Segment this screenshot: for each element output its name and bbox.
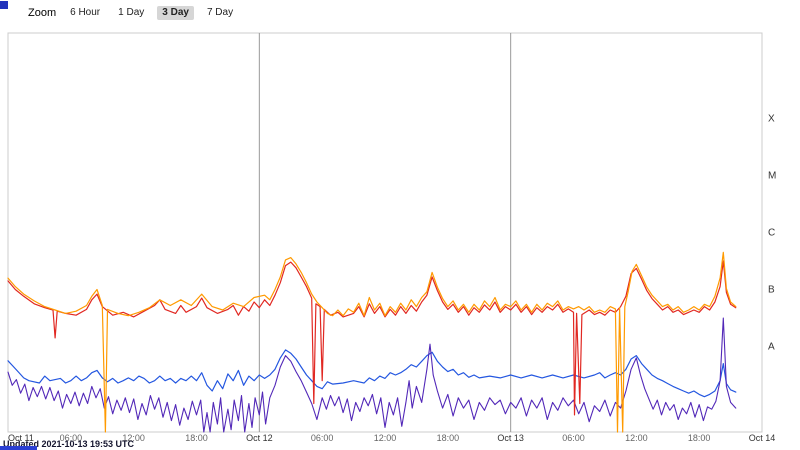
- y-axis-label-a: A: [768, 341, 775, 352]
- zoom-label: Zoom: [28, 7, 57, 19]
- series-line-orange: [7, 251, 737, 433]
- zoom-button-7-day[interactable]: 7 Day: [206, 7, 234, 18]
- x-tick-label: 18:00: [436, 433, 460, 443]
- x-tick-label: 12:00: [625, 433, 648, 443]
- zoom-button-1-day[interactable]: 1 Day: [118, 7, 145, 18]
- x-tick-label: 06:00: [562, 433, 585, 443]
- updated-timestamp: Updated 2021-10-13 19:53 UTC: [3, 439, 135, 449]
- x-tick-label: 12:00: [373, 433, 397, 443]
- series-line-red: [7, 260, 737, 416]
- y-axis-label-x: X: [768, 113, 775, 124]
- x-tick-label: 18:00: [687, 433, 711, 443]
- plot-border: [7, 32, 763, 433]
- x-tick-label: Oct 11: [8, 433, 34, 443]
- x-tick-label: 06:00: [59, 433, 83, 443]
- zoom-button-group: 6 Hour 1 Day 3 Day 7 Day: [65, 6, 238, 20]
- y-axis-label-m: M: [768, 170, 777, 181]
- corner-artifact: [0, 1, 8, 9]
- series-line-blue: [7, 349, 737, 398]
- zoom-button-6-hour[interactable]: 6 Hour: [70, 7, 101, 18]
- x-tick-label: Oct 14: [748, 433, 776, 443]
- x-tick-label: Oct 13: [497, 433, 524, 443]
- x-tick-label: Oct 12: [246, 433, 273, 443]
- y-axis-label-c: C: [768, 227, 776, 238]
- zoom-button-3-day[interactable]: 3 Day: [157, 6, 194, 20]
- zoom-toolbar: Zoom 6 Hour 1 Day 3 Day 7 Day: [28, 6, 238, 20]
- x-tick-label: 18:00: [185, 433, 208, 443]
- series-line-purple: [7, 317, 737, 433]
- x-tick-label: 06:00: [310, 433, 334, 443]
- y-axis-label-b: B: [768, 284, 775, 295]
- partial-blue-element: [0, 446, 37, 450]
- x-tick-label: 12:00: [122, 433, 145, 443]
